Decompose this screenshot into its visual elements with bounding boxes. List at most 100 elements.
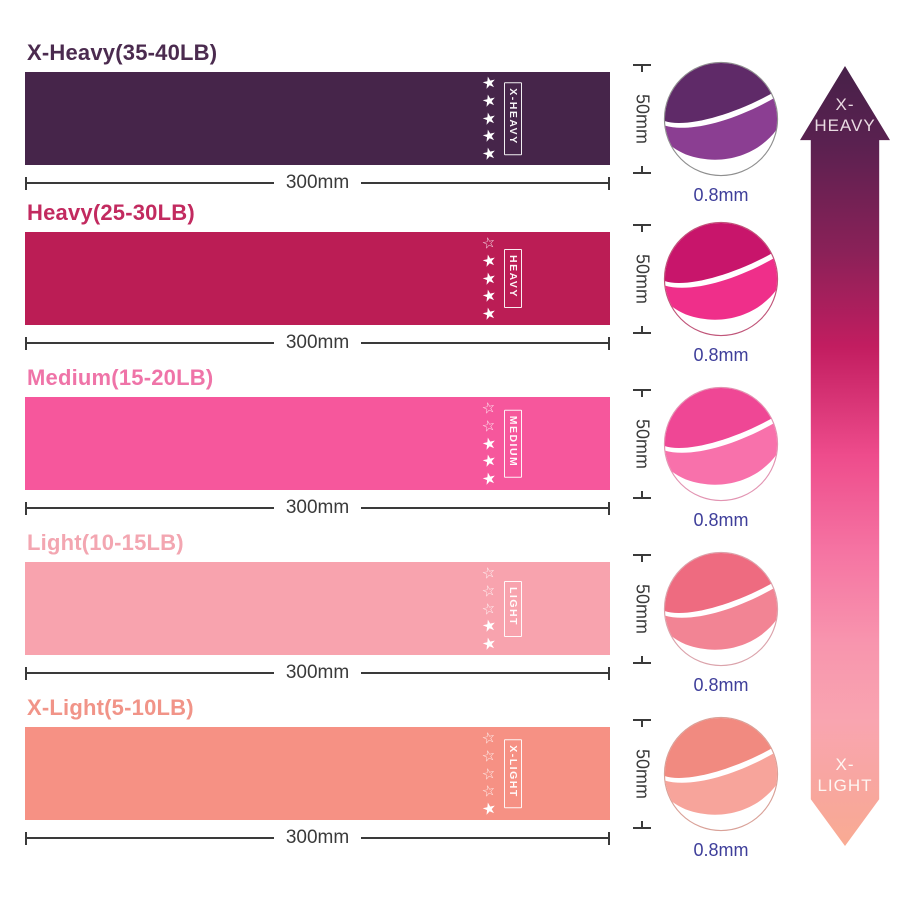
band-label: MEDIUM (504, 409, 522, 478)
height-value: 50mm (632, 748, 653, 799)
band-fold-photo (663, 61, 779, 177)
thickness-photo: 0.8mm (662, 715, 780, 861)
star-filled-icon: ★ (479, 632, 498, 655)
resistance-band: ☆ ★ ★ ★ ★ HEAVY (25, 232, 610, 325)
thickness-value: 0.8mm (693, 840, 749, 860)
height-value: 50mm (632, 93, 653, 144)
star-rating: ☆ ☆ ☆ ☆ ★ (476, 728, 502, 820)
thickness-value: 0.8mm (693, 675, 749, 695)
thickness-photo: 0.8mm (662, 550, 780, 696)
length-value: 300mm (285, 827, 350, 848)
height-dimension: 50mm (620, 554, 664, 664)
dimension-line (361, 507, 609, 509)
length-value: 300mm (285, 662, 350, 683)
length-dimension: 300mm (25, 662, 611, 683)
band-label-text: X-LIGHT (507, 744, 519, 798)
height-value: 50mm (632, 418, 653, 469)
thickness-photo: 0.8mm (662, 385, 780, 531)
length-dimension: 300mm (25, 172, 611, 193)
dimension-tick (608, 831, 611, 845)
length-value: 300mm (285, 332, 350, 353)
star-outline-icon: ☆ (480, 397, 498, 419)
dimension-tick (25, 831, 27, 845)
band-label: X-HEAVY (504, 81, 522, 156)
band-label-text: HEAVY (507, 254, 519, 298)
star-rating: ★ ★ ★ ★ ★ (476, 72, 502, 165)
dimension-line (27, 342, 274, 344)
dimension-tick (25, 176, 27, 190)
dimension-cap (633, 224, 651, 232)
band-row-x-light: X-Light(5-10LB) ☆ ☆ ☆ ☆ ★ X-LIGHT 300mm 50mm (25, 696, 885, 860)
dimension-tick (608, 336, 611, 350)
dimension-cap (633, 719, 651, 727)
length-dimension: 300mm (25, 497, 611, 518)
band-fold-photo (663, 221, 779, 337)
resistance-band: ☆ ☆ ☆ ★ ★ LIGHT (25, 562, 610, 655)
band-label-text: LIGHT (507, 586, 519, 626)
dimension-cap (633, 820, 651, 829)
band-fold-photo (663, 386, 779, 502)
band-label-text: X-HEAVY (507, 87, 519, 145)
dimension-tick (25, 501, 27, 515)
length-value: 300mm (285, 497, 350, 518)
thickness-photo: 0.8mm (662, 60, 780, 206)
dimension-cap (633, 490, 651, 499)
band-fold-top (664, 717, 778, 778)
dimension-cap (633, 655, 651, 664)
dimension-tick (25, 336, 27, 350)
height-dimension: 50mm (620, 719, 664, 829)
thickness-value: 0.8mm (693, 345, 749, 365)
band-row-heavy: Heavy(25-30LB) ☆ ★ ★ ★ ★ HEAVY 300mm 50mm (25, 201, 885, 365)
thickness-value: 0.8mm (693, 185, 749, 205)
band-row-x-heavy: X-Heavy(35-40LB) ★ ★ ★ ★ ★ X-HEAVY 300mm 50m… (25, 41, 885, 205)
thickness-value: 0.8mm (693, 510, 749, 530)
star-outline-icon: ☆ (480, 232, 498, 254)
band-label: LIGHT (504, 580, 522, 637)
star-filled-icon: ★ (479, 89, 498, 112)
band-label-text: MEDIUM (507, 415, 519, 467)
band-fold-top (664, 387, 778, 448)
dimension-line (361, 837, 609, 839)
star-outline-icon: ☆ (480, 745, 498, 766)
band-fold-bottom (664, 253, 778, 320)
band-fold-bottom (664, 418, 778, 485)
star-filled-icon: ★ (479, 797, 498, 820)
star-outline-icon: ☆ (480, 562, 498, 584)
length-value: 300mm (285, 172, 350, 193)
height-dimension: 50mm (620, 224, 664, 334)
dimension-cap (633, 389, 651, 397)
band-row-light: Light(10-15LB) ☆ ☆ ☆ ★ ★ LIGHT 300mm 50mm (25, 531, 885, 695)
band-title: Heavy(25-30LB) (27, 200, 195, 225)
height-value: 50mm (632, 583, 653, 634)
dimension-cap (633, 554, 651, 562)
resistance-scale-arrow: X- HEAVY X- LIGHT (800, 66, 890, 846)
star-rating: ☆ ★ ★ ★ ★ (476, 232, 502, 325)
star-filled-icon: ★ (479, 142, 498, 165)
star-outline-icon: ☆ (480, 763, 498, 784)
band-label: X-LIGHT (504, 738, 522, 809)
resistance-band: ★ ★ ★ ★ ★ X-HEAVY (25, 72, 610, 165)
band-fold-bottom (664, 748, 778, 815)
star-rating: ☆ ☆ ★ ★ ★ (476, 397, 502, 489)
band-title: Light(10-15LB) (27, 530, 184, 555)
height-value: 50mm (632, 253, 653, 304)
dimension-cap (633, 165, 651, 174)
scale-bottom-label: X- LIGHT (817, 755, 873, 795)
band-row-medium: Medium(15-20LB) ☆ ☆ ★ ★ ★ MEDIUM 300mm 50mm (25, 366, 885, 530)
height-dimension: 50mm (620, 389, 664, 499)
band-fold-photo (663, 551, 779, 667)
thickness-photo: 0.8mm (662, 220, 780, 366)
resistance-band: ☆ ☆ ☆ ☆ ★ X-LIGHT (25, 727, 610, 820)
star-rating: ☆ ☆ ☆ ★ ★ (476, 562, 502, 655)
band-label: HEAVY (504, 248, 522, 309)
dimension-cap (633, 64, 651, 72)
dimension-line (361, 342, 609, 344)
dimension-line (27, 672, 274, 674)
band-fold-top (664, 62, 778, 123)
star-filled-icon: ★ (479, 249, 498, 272)
resistance-band: ☆ ☆ ★ ★ ★ MEDIUM (25, 397, 610, 490)
length-dimension: 300mm (25, 332, 611, 353)
star-filled-icon: ★ (479, 302, 498, 325)
height-dimension: 50mm (620, 64, 664, 174)
